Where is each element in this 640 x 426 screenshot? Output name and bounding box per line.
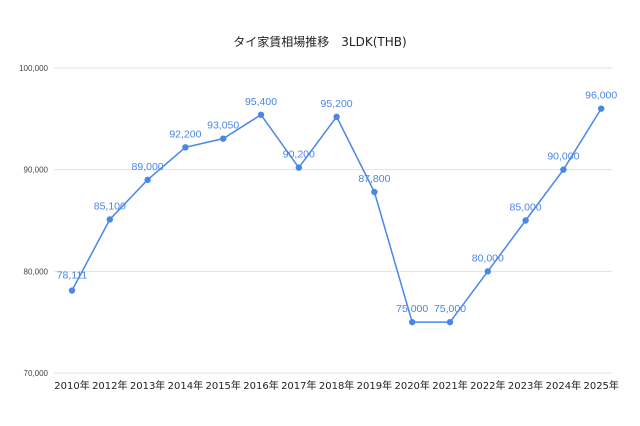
x-tick-label: 2017年 [281,379,316,392]
data-points [68,105,605,326]
x-tick-label: 2018年 [319,379,354,392]
x-tick-label: 2014年 [168,379,203,392]
data-point [257,111,265,118]
y-axis-ticks: 70,000 80,000 90,000 100,000 [19,64,48,378]
x-tick-label: 2010年 [54,379,89,392]
data-point [560,166,567,173]
data-label: 96,000 [585,90,617,102]
x-tick-label: 2016年 [243,379,278,392]
data-point [182,144,189,151]
data-point [144,176,151,184]
x-tick-label: 2015年 [205,379,240,392]
data-point [598,105,605,112]
data-label: 90,000 [547,151,579,163]
x-tick-label: 2021年 [432,379,467,392]
data-label: 90,200 [283,149,315,161]
gridlines [54,67,612,374]
data-point [409,318,416,326]
x-axis-ticks: 2010年 2012年 2013年 2014年 2015年 2016年 2017年 2018年… [54,379,619,392]
y-tick-label: 80,000 [24,267,49,276]
data-point [106,216,114,223]
series-line [71,108,602,323]
data-point [295,164,302,171]
x-tick-label: 2020年 [394,379,429,392]
data-point [484,268,491,275]
data-label: 92,200 [169,128,201,140]
data-label: 78,111 [57,270,88,282]
data-point [446,318,454,326]
y-tick-label: 90,000 [24,166,49,175]
x-tick-label: 2019年 [357,379,392,392]
data-label: 85,000 [510,202,542,214]
x-tick-label: 2025年 [583,379,618,392]
data-point [68,287,76,294]
data-label: 75,000 [434,303,466,315]
data-label: 85,100 [94,200,126,212]
data-point [220,135,227,142]
x-tick-label: 2012年 [92,379,127,392]
x-tick-label: 2024年 [546,379,581,392]
data-label: 87,800 [358,173,390,185]
data-labels: 78,111 85,100 89,000 92,200 93,050 95,400 90,2… [57,90,618,315]
data-label: 95,400 [245,96,277,108]
data-label: 80,000 [472,252,504,264]
x-tick-label: 2013年 [130,379,165,392]
data-point [371,188,378,196]
chart-title: タイ家賃相場推移 3LDK(THB) [233,34,406,49]
data-label: 93,050 [207,120,239,132]
data-label: 89,000 [132,161,164,173]
data-label: 75,000 [396,303,428,315]
y-tick-label: 100,000 [19,64,48,73]
data-label: 95,200 [321,98,353,110]
x-tick-label: 2023年 [508,379,543,392]
y-tick-label: 70,000 [24,369,49,378]
data-point [522,217,529,224]
data-point [333,113,340,121]
x-tick-label: 2022年 [470,379,505,392]
